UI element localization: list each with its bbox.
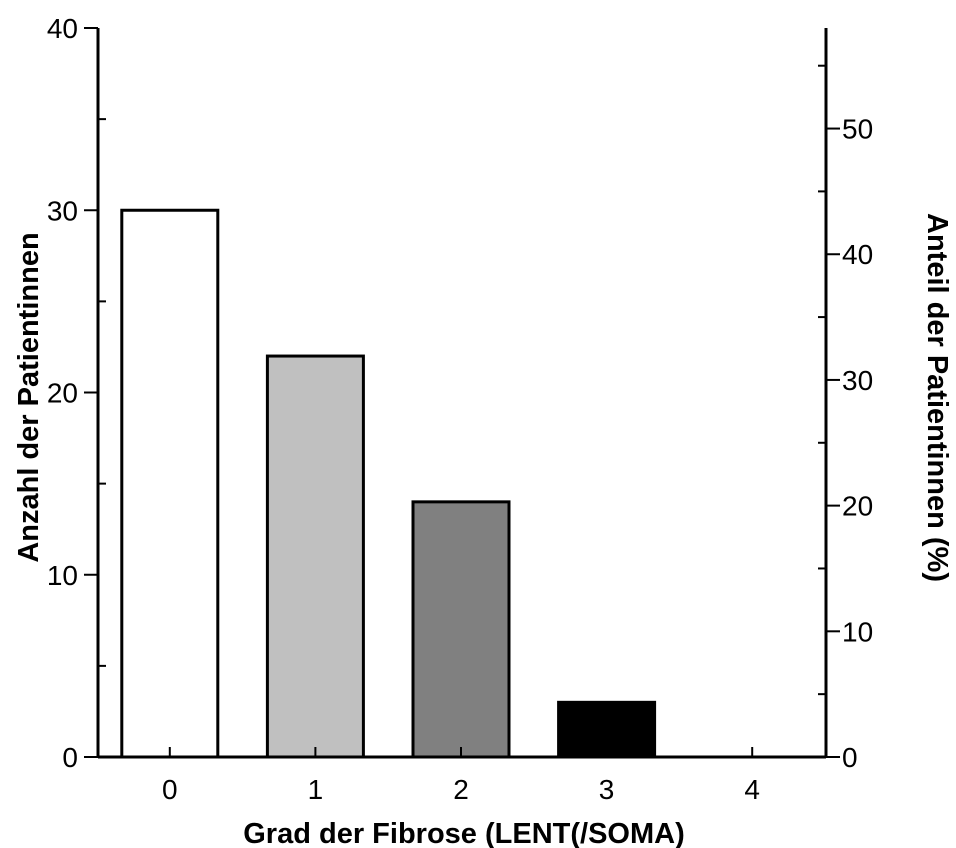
bar-0 bbox=[120, 208, 220, 759]
y-tick-label-left-30: 30 bbox=[47, 195, 78, 226]
y-tick-label-left-10: 10 bbox=[47, 560, 78, 591]
y-axis-title-right: Anteil der Patientinnen (%) bbox=[921, 213, 953, 582]
x-axis-title: Grad der Fibrose (LENT(/SOMA) bbox=[243, 818, 684, 848]
y-tick-label-left-0: 0 bbox=[62, 742, 78, 773]
y-tick-label-right-50: 50 bbox=[842, 114, 873, 145]
bar-1 bbox=[265, 354, 365, 759]
y-tick-label-left-40: 40 bbox=[47, 13, 78, 44]
y-tick-label-right-10: 10 bbox=[842, 616, 873, 647]
y-tick-label-right-0: 0 bbox=[842, 742, 858, 773]
x-tick-label-2: 2 bbox=[453, 774, 469, 805]
x-tick-label-0: 0 bbox=[162, 774, 178, 805]
x-tick-label-3: 3 bbox=[599, 774, 615, 805]
x-tick-label-4: 4 bbox=[744, 774, 760, 805]
bar-2 bbox=[411, 500, 511, 759]
y-tick-label-right-20: 20 bbox=[842, 491, 873, 522]
y-tick-label-right-30: 30 bbox=[842, 365, 873, 396]
x-tick-label-1: 1 bbox=[308, 774, 324, 805]
y-tick-label-right-40: 40 bbox=[842, 239, 873, 270]
y-axis-title-left: Anzahl der Patientinnen bbox=[13, 232, 45, 562]
y-tick-label-left-20: 20 bbox=[47, 378, 78, 409]
bars-group bbox=[120, 208, 657, 759]
